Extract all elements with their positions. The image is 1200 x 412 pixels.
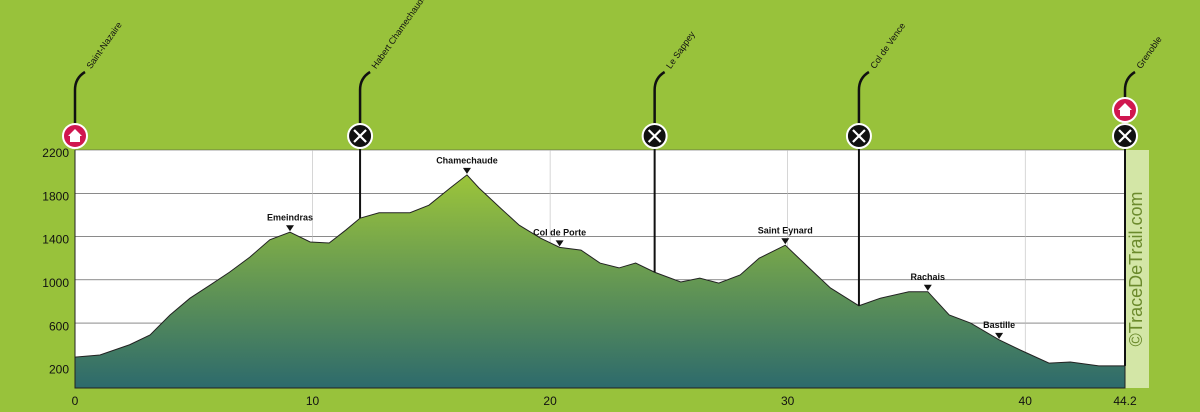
waypoint-line — [73, 70, 86, 136]
waypoint-line — [358, 70, 371, 136]
home-glyph — [1118, 103, 1132, 116]
food-glyph — [1118, 129, 1132, 143]
x-tick-label: 10 — [306, 394, 320, 408]
waypoint-line — [857, 70, 870, 136]
summit-marker — [995, 332, 1004, 339]
waypoint-label: Habert Chamechaude — [369, 0, 428, 71]
x-tick-label: 20 — [543, 394, 557, 408]
summit-marker — [923, 284, 932, 291]
summit-label: Col de Porte — [533, 228, 586, 238]
food-glyph — [647, 129, 662, 143]
summit-marker — [462, 167, 471, 174]
y-tick-label: 200 — [49, 363, 69, 377]
x-tick-label: 40 — [1019, 394, 1033, 408]
waypoint-line — [1123, 70, 1136, 136]
brand: ©TraceDeTrail.com — [1126, 192, 1146, 347]
waypoint-label: Le Sappey — [664, 29, 697, 70]
waypoint-line — [653, 70, 666, 136]
summit-label: Rachais — [911, 272, 946, 282]
profile-area — [74, 174, 1126, 389]
summit-label: Bastille — [983, 320, 1015, 330]
summit-label: Chamechaude — [436, 155, 498, 165]
x-tick-label: 30 — [781, 394, 795, 408]
food-glyph — [353, 129, 367, 143]
summit-label: Emeindras — [267, 213, 313, 223]
x-tick-label: 44.2 — [1113, 394, 1137, 408]
summit-marker — [555, 240, 564, 247]
brand-strip — [1125, 150, 1149, 388]
home-glyph — [68, 129, 82, 142]
summit-marker — [285, 225, 294, 232]
waypoint-label: Col de Vence — [868, 21, 907, 71]
y-tick-label: 1400 — [42, 233, 69, 247]
summit-marker — [781, 238, 790, 245]
y-tick-label: 2200 — [42, 146, 69, 160]
summit-label: Saint Eynard — [758, 226, 813, 236]
y-tick-label: 1800 — [42, 189, 69, 203]
y-tick-label: 600 — [49, 319, 69, 333]
y-tick-label: 1000 — [42, 276, 69, 290]
food-glyph — [852, 129, 866, 143]
waypoint-label: Grenoble — [1134, 34, 1163, 70]
x-tick-label: 0 — [72, 394, 79, 408]
waypoint-label: Saint-Nazaire — [84, 20, 123, 70]
